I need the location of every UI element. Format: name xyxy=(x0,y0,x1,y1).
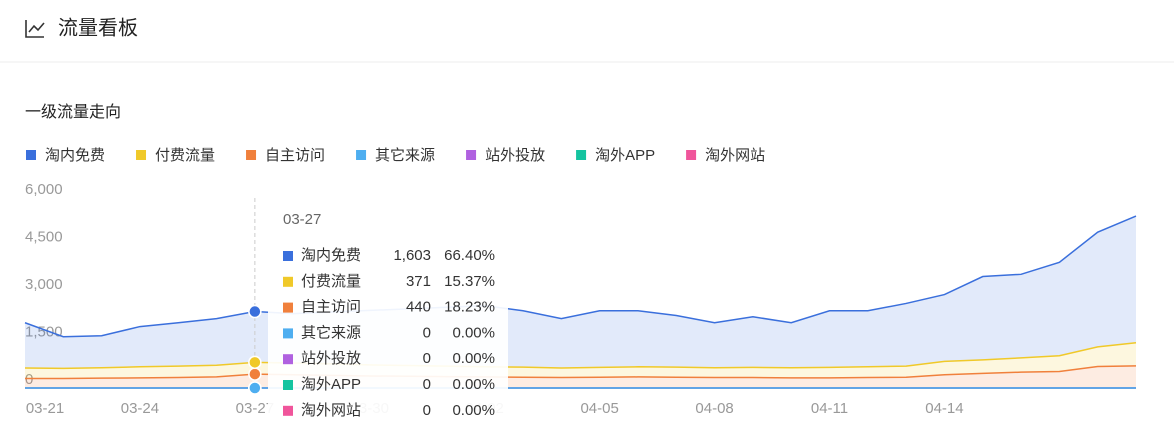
legend-swatch xyxy=(26,150,36,160)
legend-swatch xyxy=(576,150,587,160)
tooltip-name: 站外投放 xyxy=(301,350,361,367)
tooltip-name: 其它来源 xyxy=(301,323,361,341)
tooltip-swatch xyxy=(283,380,293,390)
x-tick-label: 04-11 xyxy=(811,400,848,417)
tooltip-name: 淘外网站 xyxy=(301,402,361,419)
legend-label: 淘内免费 xyxy=(45,147,105,164)
hover-dot xyxy=(248,304,262,319)
legend-swatch xyxy=(136,150,147,160)
tooltip-swatch xyxy=(283,251,293,261)
x-tick-label: 03-24 xyxy=(121,400,159,417)
tooltip-value: 0 xyxy=(423,350,431,367)
series-line xyxy=(24,341,1137,370)
legend-swatch xyxy=(686,150,697,160)
hover-dot xyxy=(248,355,262,370)
tooltip-percent: 18.23% xyxy=(444,299,495,316)
legend-label: 付费流量 xyxy=(155,147,215,164)
tooltip-swatch xyxy=(283,302,293,313)
tooltip-value: 0 xyxy=(423,324,431,341)
x-tick-label: 03-27 xyxy=(236,400,274,417)
series-area xyxy=(25,216,1136,369)
plot: 淘内免费 付费流量 自主访问 其它来源 站外投放 淘外APP 淘外网站01,5003,000… xyxy=(24,146,1137,417)
legend-swatch xyxy=(246,150,257,160)
tooltip-percent: 0.00% xyxy=(452,376,495,393)
y-tick-label: 6,000 xyxy=(25,181,63,198)
chart-title: 一级流量走向 xyxy=(25,103,121,121)
tooltip: 03-27 淘内免费 1,603 66.40% 付费流量 371 15.37% 自主访问 440… xyxy=(248,198,508,430)
series-line xyxy=(24,215,1137,338)
chart-icon xyxy=(25,20,45,38)
x-tick-label: 04-08 xyxy=(695,400,733,417)
y-tick-label: 0 xyxy=(25,371,33,388)
tooltip-percent: 0.00% xyxy=(452,324,495,341)
legend-label: 淘外网站 xyxy=(705,147,765,164)
tooltip-swatch xyxy=(283,405,293,416)
x-tick-label: 03-21 xyxy=(26,400,64,417)
tooltip-value: 440 xyxy=(406,299,431,316)
y-tick-label: 1,500 xyxy=(25,323,63,340)
hover-dot xyxy=(248,367,262,381)
x-tick-label: 04-14 xyxy=(925,400,963,417)
tooltip-box xyxy=(268,200,508,430)
y-tick-label: 3,000 xyxy=(25,276,63,293)
x-tick-label: 04-05 xyxy=(580,400,618,417)
y-tick-label: 4,500 xyxy=(25,228,63,245)
tooltip-swatch xyxy=(283,328,293,339)
tooltip-title: 03-27 xyxy=(283,211,321,228)
tooltip-value: 371 xyxy=(406,273,431,290)
legend-label: 其它来源 xyxy=(375,146,435,164)
hover-dot xyxy=(248,381,262,395)
tooltip-value: 1,603 xyxy=(393,247,431,264)
series-line xyxy=(25,365,1137,380)
tooltip-swatch xyxy=(283,354,293,365)
legend-label: 淘外APP xyxy=(595,147,655,164)
tooltip-name: 付费流量 xyxy=(301,273,361,290)
header-title: 流量看板 xyxy=(58,16,138,39)
tooltip-name: 自主访问 xyxy=(301,299,361,316)
tooltip-percent: 0.00% xyxy=(452,350,495,367)
tooltip-value: 0 xyxy=(423,376,431,393)
tooltip-name: 淘外APP xyxy=(301,376,361,393)
tooltip-percent: 15.37% xyxy=(444,273,495,290)
tooltip-percent: 66.40% xyxy=(444,247,495,264)
legend-label: 站外投放 xyxy=(485,147,545,164)
legend-label: 自主访问 xyxy=(265,147,325,164)
tooltip-value: 0 xyxy=(423,402,431,419)
tooltip-swatch xyxy=(283,276,293,287)
tooltip-percent: 0.00% xyxy=(452,402,495,419)
legend-swatch xyxy=(466,150,477,160)
tooltip-name: 淘内免费 xyxy=(301,247,361,264)
legend-swatch xyxy=(356,150,367,160)
